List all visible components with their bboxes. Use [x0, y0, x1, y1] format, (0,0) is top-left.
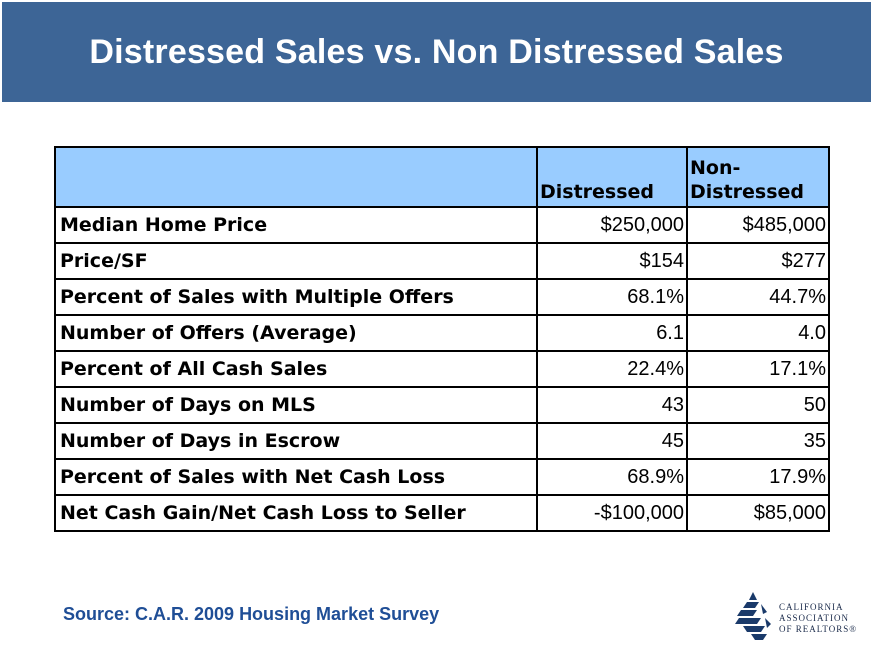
cell-distressed: $154 — [536, 242, 688, 280]
cell-distressed: 6.1 — [536, 314, 688, 352]
table-row: Price/SF $154 $277 — [54, 242, 830, 280]
cell-non-distressed: 17.1% — [686, 350, 830, 388]
table-row: Median Home Price $250,000 $485,000 — [54, 206, 830, 244]
page-title: Distressed Sales vs. Non Distressed Sale… — [89, 32, 784, 71]
logo-line-2: ASSOCIATION — [779, 612, 850, 623]
table-row: Net Cash Gain/Net Cash Loss to Seller -$1… — [54, 494, 830, 532]
header-non-distressed-text: Non- Distressed — [690, 157, 805, 203]
row-label: Percent of Sales with Net Cash Loss — [54, 458, 538, 496]
cell-distressed: 68.1% — [536, 278, 688, 316]
table-row: Percent of Sales with Net Cash Loss 68.9%… — [54, 458, 830, 496]
cell-non-distressed: $485,000 — [686, 206, 830, 244]
cell-distressed: -$100,000 — [536, 494, 688, 532]
cell-distressed: 45 — [536, 422, 688, 460]
row-label: Percent of All Cash Sales — [54, 350, 538, 388]
cell-distressed: 43 — [536, 386, 688, 424]
table-row: Number of Days in Escrow 45 35 — [54, 422, 830, 460]
cell-non-distressed: 17.9% — [686, 458, 830, 496]
table-row: Number of Offers (Average) 6.1 4.0 — [54, 314, 830, 352]
header-cell-non-distressed: Non- Distressed — [686, 146, 830, 208]
cell-non-distressed: 4.0 — [686, 314, 830, 352]
cell-distressed: $250,000 — [536, 206, 688, 244]
table-row: Percent of All Cash Sales 22.4% 17.1% — [54, 350, 830, 388]
cell-distressed: 68.9% — [536, 458, 688, 496]
cell-non-distressed: 50 — [686, 386, 830, 424]
cell-non-distressed: 35 — [686, 422, 830, 460]
cell-non-distressed: $85,000 — [686, 494, 830, 532]
row-label: Price/SF — [54, 242, 538, 280]
logo-line-1: CALIFORNIA — [779, 601, 844, 612]
table-row: Number of Days on MLS 43 50 — [54, 386, 830, 424]
comparison-table: Distressed Non- Distressed Median Home P… — [54, 146, 830, 532]
logo-text: CALIFORNIA ASSOCIATION OF REALTORS® — [779, 602, 857, 635]
table-header-row: Distressed Non- Distressed — [54, 146, 830, 208]
logo-line-3: OF REALTORS® — [779, 623, 858, 634]
cell-distressed: 22.4% — [536, 350, 688, 388]
car-logo: CALIFORNIA ASSOCIATION OF REALTORS® — [733, 590, 858, 646]
row-label: Number of Days on MLS — [54, 386, 538, 424]
row-label: Number of Offers (Average) — [54, 314, 538, 352]
row-label: Percent of Sales with Multiple Offers — [54, 278, 538, 316]
row-label: Number of Days in Escrow — [54, 422, 538, 460]
header-cell-label — [54, 146, 538, 208]
cell-non-distressed: 44.7% — [686, 278, 830, 316]
row-label: Median Home Price — [54, 206, 538, 244]
source-note: Source: C.A.R. 2009 Housing Market Surve… — [63, 604, 440, 624]
car-logo-icon — [735, 592, 771, 640]
cell-non-distressed: $277 — [686, 242, 830, 280]
row-label: Net Cash Gain/Net Cash Loss to Seller — [54, 494, 538, 532]
table-row: Percent of Sales with Multiple Offers 68.… — [54, 278, 830, 316]
header-cell-distressed: Distressed — [536, 146, 688, 208]
title-bar: Distressed Sales vs. Non Distressed Sale… — [2, 2, 871, 102]
